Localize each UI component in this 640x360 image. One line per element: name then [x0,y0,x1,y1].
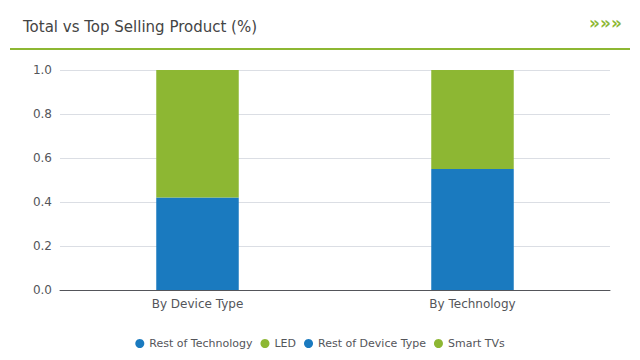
svg-text:Total vs Top Selling Product (: Total vs Top Selling Product (%) [22,18,257,36]
svg-text:By Technology: By Technology [429,297,515,311]
svg-text:By Device Type: By Device Type [152,297,244,311]
svg-text:1.0: 1.0 [33,63,52,77]
svg-text:»»»: »»» [589,13,622,33]
svg-text:0.6: 0.6 [33,151,52,165]
svg-text:0.8: 0.8 [33,107,52,121]
svg-text:LED: LED [274,337,296,350]
svg-text:Rest of Technology: Rest of Technology [149,337,253,350]
svg-text:0.4: 0.4 [33,195,52,209]
svg-text:Smart TVs: Smart TVs [448,337,505,350]
svg-text:0.2: 0.2 [33,239,52,253]
svg-text:Rest of Device Type: Rest of Device Type [318,337,426,350]
svg-text:0.0: 0.0 [33,283,52,297]
